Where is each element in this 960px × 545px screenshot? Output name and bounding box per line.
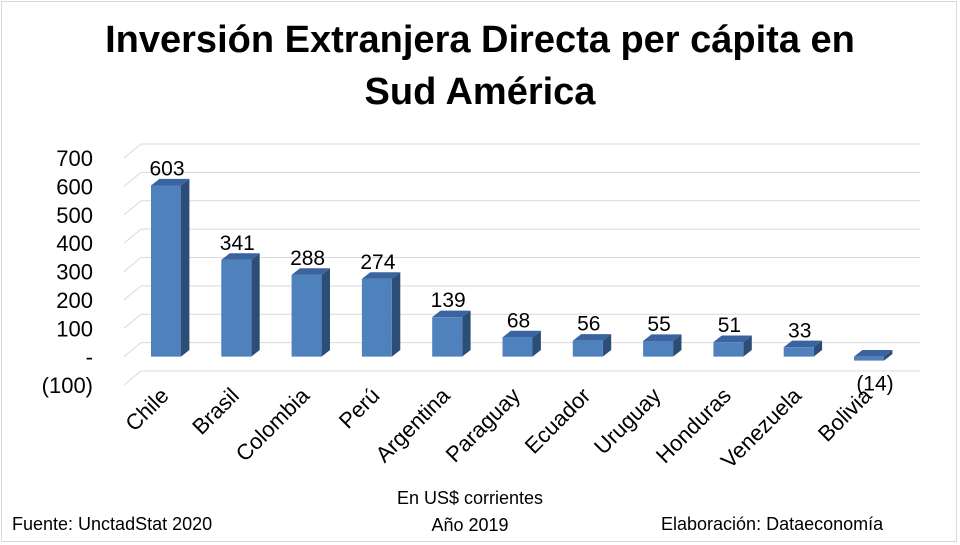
data-label: 55 — [647, 313, 670, 336]
bar — [151, 185, 181, 357]
bar — [643, 341, 674, 357]
bar — [572, 340, 603, 357]
data-label: 33 — [788, 319, 811, 342]
bar-top — [151, 178, 190, 186]
gridline-slant — [123, 342, 142, 358]
y-tick-label: - — [86, 345, 93, 370]
bar — [291, 274, 322, 357]
bar — [502, 337, 533, 357]
y-tick-label: 700 — [56, 146, 93, 171]
bar-side — [462, 310, 471, 357]
x-tick-label: Bolivia — [813, 382, 877, 446]
bar-top — [432, 310, 471, 318]
bar-top — [221, 253, 260, 260]
source-note: Fuente: UnctadStat 2020 — [12, 514, 213, 534]
gridline-slant — [123, 200, 142, 216]
title-line-1: Inversión Extranjera Directa per cápita … — [105, 19, 855, 61]
elaboration-note: Elaboración: Dataeconomía — [661, 514, 884, 534]
bar-side — [673, 334, 682, 357]
x-tick-label: Colombia — [231, 382, 315, 466]
chart-title: Inversión Extranjera Directa per cápita … — [0, 14, 960, 118]
x-tick-label: Paraguay — [441, 383, 525, 467]
data-label: 51 — [718, 314, 741, 337]
data-label: 603 — [149, 158, 184, 181]
x-tick-label: Chile — [120, 383, 173, 436]
data-label: 139 — [431, 289, 466, 312]
gridline-slant — [123, 228, 142, 244]
bar-top — [572, 334, 612, 341]
bar-top — [502, 330, 541, 338]
bar-side — [743, 335, 752, 357]
gridline-slant — [123, 370, 142, 386]
bar-side — [181, 178, 190, 357]
gridline-slant — [123, 171, 142, 187]
bar — [783, 347, 814, 357]
currency-note: En US$ corrientes — [396, 488, 544, 508]
bar-side — [251, 253, 260, 357]
bar-top — [643, 334, 682, 342]
data-label: (14) — [856, 373, 893, 396]
y-tick-label: 300 — [56, 260, 93, 285]
bar — [713, 342, 744, 357]
gridline-slant — [123, 143, 142, 159]
data-label: 68 — [507, 309, 530, 332]
x-tick-label: Brasil — [187, 383, 244, 440]
y-tick-label: 200 — [56, 288, 93, 313]
data-label: 288 — [290, 247, 325, 270]
y-tick-label: 600 — [56, 174, 93, 199]
bar-side — [391, 272, 401, 357]
bar — [854, 356, 884, 361]
bar — [432, 317, 463, 357]
x-tick-label: Ecuador — [520, 383, 596, 459]
year-note: Año 2019 — [431, 515, 509, 535]
bar-side — [884, 350, 893, 361]
bar-top — [783, 340, 823, 348]
gridline-slant — [123, 313, 142, 329]
data-label: 274 — [360, 251, 395, 274]
bar-side — [532, 330, 541, 357]
bar-top — [854, 350, 893, 357]
bar — [361, 278, 392, 357]
y-tick-label: (100) — [42, 373, 93, 398]
y-tick-label: 500 — [56, 203, 93, 228]
gridline-slant — [123, 285, 142, 301]
data-label: 341 — [220, 232, 255, 255]
gridline-slant — [123, 257, 142, 272]
bar-side — [813, 340, 823, 357]
x-tick-label: Perú — [334, 383, 385, 434]
bar-top — [713, 335, 752, 343]
x-tick-label: Argentina — [370, 382, 455, 467]
bar-side — [321, 268, 330, 357]
bar-top — [291, 268, 330, 275]
title-line-2: Sud América — [364, 71, 596, 113]
y-tick-label: 100 — [56, 316, 93, 341]
bar — [221, 259, 252, 357]
y-tick-label: 400 — [56, 231, 93, 256]
bar-side — [602, 334, 612, 357]
bar-top — [361, 272, 401, 279]
data-label: 56 — [577, 313, 600, 336]
